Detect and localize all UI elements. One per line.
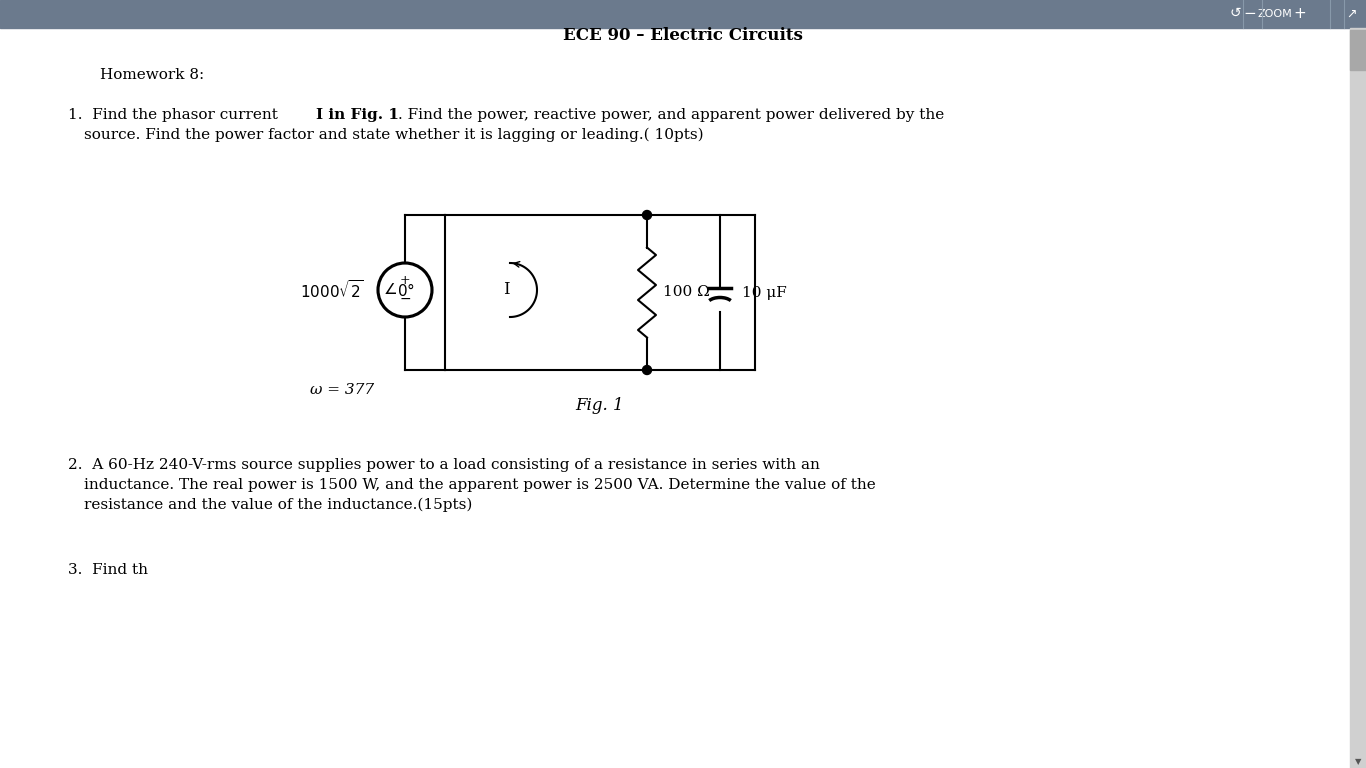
Text: 10 μF: 10 μF xyxy=(742,286,787,300)
Text: ▼: ▼ xyxy=(1355,757,1362,766)
Text: ↗: ↗ xyxy=(1347,8,1358,21)
Text: −: − xyxy=(1243,6,1257,22)
Text: +: + xyxy=(400,274,410,287)
Circle shape xyxy=(642,366,652,375)
Text: ZOOM: ZOOM xyxy=(1258,9,1292,19)
Text: . Find the power, reactive power, and apparent power delivered by the: . Find the power, reactive power, and ap… xyxy=(398,108,944,122)
Text: I: I xyxy=(503,282,510,299)
Text: +: + xyxy=(1294,6,1306,22)
Text: $1000\sqrt{2}$: $1000\sqrt{2}$ xyxy=(301,279,363,301)
Text: 100 Ω: 100 Ω xyxy=(663,286,710,300)
Bar xyxy=(1350,30,1366,70)
Text: Homework 8:: Homework 8: xyxy=(100,68,205,82)
Bar xyxy=(1350,28,1366,768)
Text: ECE 90 – Electric Circuits: ECE 90 – Electric Circuits xyxy=(563,27,803,44)
Text: 2.  A 60-Hz 240-V-rms source supplies power to a load consisting of a resistance: 2. A 60-Hz 240-V-rms source supplies pow… xyxy=(68,458,820,472)
Bar xyxy=(0,0,1366,28)
Text: ω = 377: ω = 377 xyxy=(310,383,374,397)
Text: inductance. The real power is 1500 W, and the apparent power is 2500 VA. Determi: inductance. The real power is 1500 W, an… xyxy=(83,478,876,492)
Text: source. Find the power factor and state whether it is lagging or leading.( 10pts: source. Find the power factor and state … xyxy=(83,127,703,142)
Text: $\angle$: $\angle$ xyxy=(382,283,398,297)
Text: 3.  Find th: 3. Find th xyxy=(68,563,148,577)
Text: I in Fig. 1: I in Fig. 1 xyxy=(316,108,399,122)
Text: $0°$: $0°$ xyxy=(398,282,415,299)
Text: ↺: ↺ xyxy=(1229,6,1240,20)
Circle shape xyxy=(642,210,652,220)
Text: Fig. 1: Fig. 1 xyxy=(575,396,624,413)
Text: 1.  Find the phasor current: 1. Find the phasor current xyxy=(68,108,283,122)
Text: −: − xyxy=(399,292,411,306)
Text: resistance and the value of the inductance.(15pts): resistance and the value of the inductan… xyxy=(83,498,473,512)
